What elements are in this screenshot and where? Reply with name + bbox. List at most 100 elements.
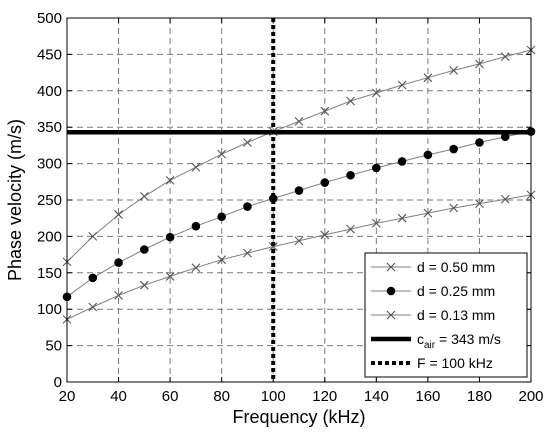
y-tick-label: 300 <box>37 156 62 173</box>
y-tick-label: 100 <box>37 301 62 318</box>
data-point <box>500 52 510 61</box>
data-point <box>243 202 252 211</box>
marker-stroke <box>475 59 484 69</box>
legend-marker <box>386 310 396 320</box>
legend-entry: cair = 343 m/s <box>371 331 501 351</box>
data-point <box>217 212 226 222</box>
legend-entry: d = 0.50 mm <box>371 259 495 275</box>
marker-stroke <box>423 208 433 218</box>
data-point <box>165 272 175 281</box>
data-point <box>423 208 433 218</box>
x-axis-label: Frequency (kHz) <box>232 407 365 427</box>
data-point <box>114 258 123 267</box>
data-point <box>423 73 433 83</box>
x-tick-label: 100 <box>261 388 286 405</box>
data-point <box>268 194 278 203</box>
data-point <box>475 138 484 147</box>
data-point <box>165 232 175 242</box>
legend-marker <box>386 262 396 272</box>
marker-stroke <box>449 66 459 75</box>
marker-stroke <box>475 199 484 209</box>
legend-entry: d = 0.13 mm <box>371 307 495 323</box>
data-point <box>475 59 484 69</box>
data-point <box>165 175 175 185</box>
data-point <box>320 106 330 116</box>
legend-marker <box>386 286 396 296</box>
marker-stroke <box>191 263 201 273</box>
data-point <box>217 255 227 265</box>
marker-stroke <box>165 175 175 185</box>
data-point <box>397 157 407 166</box>
data-point <box>320 178 330 187</box>
data-point <box>397 80 407 90</box>
data-point <box>88 273 98 283</box>
marker-stroke <box>320 106 330 116</box>
data-point <box>500 194 510 204</box>
y-tick-label: 200 <box>37 228 62 245</box>
x-tick-label: 140 <box>364 388 389 405</box>
data-point <box>397 213 407 223</box>
x-tick-label: 120 <box>312 388 337 405</box>
marker-stroke <box>397 213 407 223</box>
marker-stroke <box>500 52 510 61</box>
marker-stroke <box>320 230 330 240</box>
data-point <box>371 218 381 228</box>
reference-lines <box>67 18 531 382</box>
x-tick-label: 200 <box>518 388 543 405</box>
marker-stroke <box>114 210 123 219</box>
data-point <box>114 290 123 300</box>
data-point <box>346 96 355 106</box>
marker-stroke <box>114 290 123 300</box>
data-point <box>139 280 149 290</box>
data-point <box>217 149 227 159</box>
marker-stroke <box>268 242 278 251</box>
data-point <box>243 248 252 258</box>
y-tick-label: 0 <box>54 374 62 391</box>
marker-stroke <box>139 191 149 201</box>
data-point <box>191 221 201 231</box>
data-point <box>346 224 355 234</box>
data-point <box>268 242 278 251</box>
y-tick-label: 250 <box>37 192 62 209</box>
data-point <box>243 138 252 147</box>
y-tick-label: 450 <box>37 46 62 63</box>
marker-stroke <box>217 149 227 159</box>
marker-stroke <box>294 116 304 126</box>
data-point <box>475 199 484 209</box>
marker-stroke <box>88 232 98 241</box>
data-point <box>449 203 459 213</box>
data-point <box>191 263 201 273</box>
data-point <box>423 150 433 160</box>
series-1 <box>62 45 536 267</box>
marker-stroke <box>397 80 407 90</box>
x-tick-label: 80 <box>213 388 230 405</box>
marker-stroke <box>500 194 510 204</box>
y-tick-label: 50 <box>45 338 62 355</box>
data-point <box>294 186 304 195</box>
data-point <box>114 210 123 219</box>
data-point <box>449 66 459 75</box>
data-point <box>371 88 381 98</box>
y-tick-label: 350 <box>37 119 62 136</box>
data-point <box>449 144 458 154</box>
legend-label: F = 100 kHz <box>417 355 493 371</box>
data-point <box>294 236 304 246</box>
marker-stroke <box>88 302 98 312</box>
marker-stroke <box>243 138 252 147</box>
data-point <box>294 116 304 126</box>
legend-label: d = 0.25 mm <box>417 283 495 299</box>
y-tick-label: 400 <box>37 83 62 100</box>
y-tick-label: 500 <box>37 10 62 27</box>
marker-stroke <box>346 96 355 106</box>
x-tick-label: 180 <box>467 388 492 405</box>
marker-stroke <box>386 310 396 320</box>
data-point <box>346 170 355 180</box>
marker-stroke <box>165 272 175 281</box>
data-point <box>320 230 330 240</box>
marker-stroke <box>217 255 227 265</box>
marker-stroke <box>346 224 355 234</box>
data-point <box>191 162 201 172</box>
grid <box>67 18 531 382</box>
marker-stroke <box>386 262 396 272</box>
